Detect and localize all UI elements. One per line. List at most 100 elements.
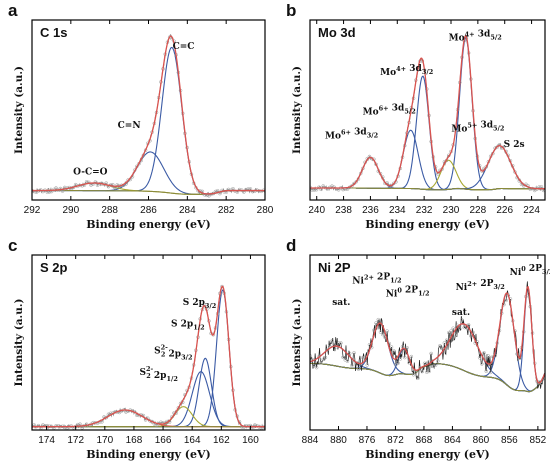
x-tick-label: 228 [470, 205, 487, 216]
raw-data-point [380, 332, 385, 337]
raw-data-point [176, 406, 181, 410]
panel-title: C 1s [40, 25, 67, 40]
panel-letter: d [286, 236, 296, 255]
peak-annotation: C=N [118, 121, 141, 131]
raw-data-point [310, 185, 312, 190]
x-tick-label: 168 [126, 435, 143, 446]
peak-annotation: Ni0 2P3/2 [510, 264, 550, 278]
raw-data-point [233, 189, 237, 193]
x-tick-label: 288 [101, 205, 118, 216]
component-peak-4 [32, 409, 265, 428]
raw-data-point [462, 325, 466, 330]
panel-title: Ni 2P [318, 260, 351, 275]
raw-data-point [495, 145, 500, 149]
peak-annotation: Ni2+ 2P1/2 [352, 272, 401, 286]
panel-d: 884 880 876 872 868 864 860 856 852 Binding energ… [286, 236, 550, 461]
raw-data-point [63, 425, 67, 430]
raw-data-point [365, 363, 370, 367]
raw-data-point [469, 334, 473, 338]
raw-data-point [402, 355, 407, 360]
raw-data-point [317, 185, 321, 190]
raw-data-point [321, 357, 325, 362]
x-tick-label: 240 [308, 205, 325, 216]
raw-data-point [422, 361, 427, 366]
x-tick-label: 174 [38, 435, 55, 446]
raw-data-point [376, 317, 381, 322]
x-tick-label: 236 [362, 205, 379, 216]
raw-data-point [480, 362, 484, 366]
x-tick-label: 290 [62, 205, 79, 216]
component-peak-0 [32, 46, 265, 195]
x-tick-label: 286 [140, 205, 157, 216]
raw-data-point [319, 361, 323, 365]
peak-annotation: S2-2 2p1/2 [140, 365, 178, 383]
peak-annotation: S 2p3/2 [183, 298, 217, 310]
raw-data-point [425, 370, 429, 374]
raw-data-point [310, 354, 312, 358]
raw-data-point [464, 323, 469, 328]
raw-data-point [517, 356, 522, 360]
envelope-fit [310, 286, 545, 384]
raw-data-point [504, 298, 508, 303]
x-tick-label: 872 [387, 435, 404, 446]
raw-data-point [347, 351, 352, 356]
x-tick-label: 162 [213, 435, 230, 446]
raw-data-point [325, 347, 330, 352]
raw-data-point [332, 185, 336, 189]
x-tick-label: 164 [184, 435, 201, 446]
panel-title: Mo 3d [318, 25, 356, 40]
plot-area [310, 34, 545, 193]
raw-data-point [104, 415, 109, 420]
peak-annotation: sat. [332, 298, 350, 308]
x-tick-label: 852 [530, 435, 547, 446]
raw-data-point [43, 424, 47, 428]
raw-data-point [350, 363, 354, 368]
x-tick-label: 230 [443, 205, 460, 216]
peak-annotation: Mo6+ 3d5/2 [363, 103, 416, 117]
raw-data-point [488, 370, 493, 375]
peak-annotation: Ni0 2P1/2 [386, 286, 430, 300]
x-tick-label: 234 [389, 205, 406, 216]
raw-data-point [458, 327, 462, 331]
axes-frame [309, 19, 546, 201]
peak-annotation: Mo6+ 3d3/2 [325, 127, 378, 141]
raw-data-point [420, 369, 425, 374]
raw-data-point [361, 355, 365, 360]
x-tick-label: 292 [24, 205, 41, 216]
raw-data-point [466, 323, 471, 327]
raw-data-point [312, 364, 317, 368]
peak-annotation: sat. [452, 308, 470, 318]
raw-data-point [405, 345, 409, 350]
plot-area [32, 284, 265, 430]
peak-annotation: S2-2 2p3/2 [154, 343, 192, 361]
x-tick-label: 160 [242, 435, 259, 446]
x-tick-label: 876 [359, 435, 376, 446]
axes-frame [309, 254, 546, 431]
y-axis-label: Intensity (a.u.) [291, 66, 303, 154]
raw-data-point [259, 189, 264, 194]
raw-data-point [409, 354, 414, 359]
raw-data-point [391, 348, 396, 353]
peak-annotation: Mo4+ 3d5/2 [449, 30, 502, 44]
x-tick-label: 860 [473, 435, 490, 446]
raw-data-point [354, 180, 359, 184]
raw-data-point [431, 364, 436, 368]
raw-data-point [378, 330, 383, 334]
raw-data-point [341, 355, 345, 360]
peak-annotation: O-C=O [73, 167, 108, 177]
panel-letter: a [8, 1, 18, 20]
raw-data-point [54, 424, 58, 428]
raw-data-point [482, 351, 486, 355]
axes-frame [31, 19, 266, 201]
x-tick-label: 224 [523, 205, 540, 216]
peak-annotation: Ni2+ 2P3/2 [456, 279, 505, 293]
x-tick-label: 226 [496, 205, 513, 216]
raw-data [310, 36, 545, 192]
x-axis-label: Binding energy (eV) [365, 448, 490, 461]
raw-data-point [427, 369, 431, 374]
raw-data-point [436, 359, 440, 363]
x-axis-label: Binding energy (eV) [365, 218, 490, 231]
x-axis-label: Binding energy (eV) [86, 218, 211, 231]
raw-data-point [345, 359, 350, 363]
envelope-fit [310, 34, 545, 190]
